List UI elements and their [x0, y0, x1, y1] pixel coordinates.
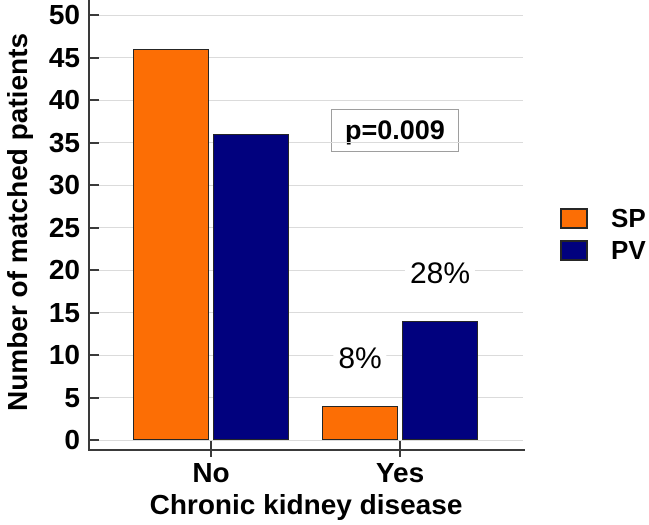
bar-value-label: 28% — [404, 257, 476, 291]
bar-sp-yes — [322, 406, 398, 440]
y-tick-label: 40 — [48, 84, 80, 115]
y-tick-label: 20 — [48, 254, 80, 285]
gridline — [90, 312, 523, 313]
gridline — [90, 184, 523, 186]
y-axis-tick — [90, 226, 99, 229]
x-axis-line — [88, 449, 525, 451]
gridline — [90, 354, 523, 356]
y-axis-tick — [90, 184, 99, 186]
y-axis-tick — [90, 14, 99, 16]
gridline — [90, 14, 523, 16]
y-axis-tick — [90, 269, 99, 271]
y-axis-tick — [90, 99, 99, 101]
gridline — [90, 99, 523, 101]
legend-swatch-sp-icon — [560, 207, 588, 229]
legend: SP PV — [560, 202, 646, 266]
y-tick-label: 0 — [64, 424, 80, 455]
legend-item-sp: SP — [560, 202, 646, 234]
x-tick-label: Yes — [375, 457, 425, 488]
y-axis-tick — [90, 56, 99, 59]
x-axis-tick — [399, 441, 401, 457]
x-tick-label: No — [192, 457, 230, 488]
legend-swatch-pv-icon — [560, 239, 588, 261]
x-axis-title: Chronic kidney disease — [149, 489, 463, 520]
gridline — [90, 269, 523, 271]
gridline — [90, 57, 523, 58]
gridline — [90, 142, 523, 143]
y-tick-label: 45 — [48, 41, 80, 73]
y-tick-label: 35 — [48, 126, 80, 158]
gridline — [90, 227, 523, 228]
y-axis-tick — [90, 439, 99, 441]
y-tick-label: 30 — [48, 169, 80, 200]
y-tick-label: 5 — [64, 381, 80, 413]
y-tick-label: 15 — [48, 296, 80, 328]
bar-value-label: 8% — [333, 342, 387, 376]
y-tick-label: 25 — [48, 211, 80, 243]
bar-pv-no — [213, 134, 289, 440]
y-tick-label: 10 — [48, 339, 80, 370]
legend-label-sp: SP — [611, 203, 646, 233]
x-axis-tick — [210, 441, 212, 457]
bar-pv-yes — [402, 321, 478, 440]
y-axis-tick — [90, 141, 99, 144]
gridline — [90, 397, 523, 398]
bar-sp-no — [133, 49, 209, 440]
p-value-annotation: p=0.009 — [331, 109, 459, 152]
y-axis-tick — [90, 396, 99, 399]
y-axis-line — [88, 0, 90, 451]
y-axis-tick — [90, 354, 99, 356]
y-axis-tick — [90, 311, 99, 314]
y-tick-label: 50 — [48, 0, 80, 30]
legend-item-pv: PV — [560, 234, 646, 266]
legend-label-pv: PV — [611, 235, 646, 265]
gridline — [90, 439, 523, 441]
